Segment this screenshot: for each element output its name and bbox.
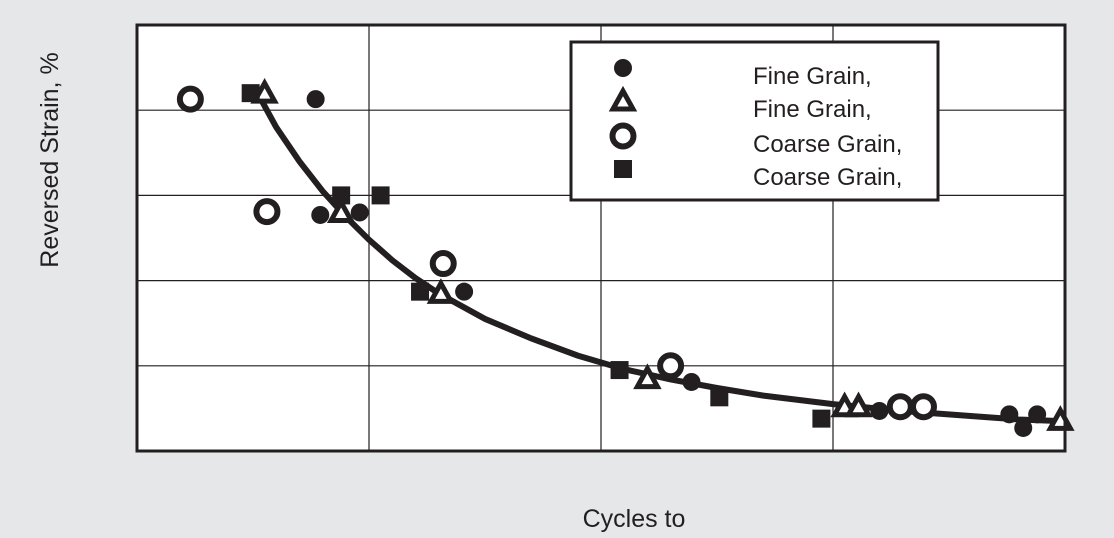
x-axis-label: Cycles to (583, 505, 686, 533)
data-point-open-triangle (326, 197, 356, 223)
data-point-filled-circle (870, 401, 889, 420)
data-point-filled-circle (306, 90, 325, 109)
data-point-filled-circle (350, 203, 369, 222)
data-point-filled-circle (682, 372, 701, 391)
legend-label: Fine Grain, (753, 96, 872, 123)
data-point-open-circle (176, 85, 204, 113)
data-point-filled-circle (311, 205, 330, 224)
legend-label: Coarse Grain, (753, 164, 902, 191)
legend-label: Coarse Grain, (753, 131, 902, 158)
data-point-open-triangle (633, 363, 662, 390)
data-point-filled-square (241, 84, 260, 103)
data-point-open-triangle (426, 278, 456, 304)
data-point-open-circle (429, 250, 457, 278)
y-axis-label: Reversed Strain, % (36, 52, 64, 267)
plot-frame (135, 23, 1067, 453)
legend-marker-open-triangle (608, 85, 638, 112)
data-point-filled-circle (1000, 405, 1019, 424)
legend-marker-filled-circle (614, 59, 632, 77)
data-point-open-triangle (844, 391, 873, 418)
legend-label: Fine Grain, (753, 63, 872, 90)
data-point-open-circle (886, 393, 914, 421)
data-point-filled-square (371, 186, 390, 205)
data-point-filled-square (710, 388, 729, 407)
data-point-filled-square (332, 186, 351, 205)
legend: Fine Grain, Fine Grain, Coarse Grain, Coars… (569, 40, 940, 202)
data-point-filled-circle (455, 282, 474, 301)
data-point-filled-square (610, 361, 629, 380)
data-point-open-circle (657, 352, 685, 380)
data-point-open-circle (909, 393, 937, 421)
data-point-filled-circle (1014, 418, 1033, 437)
data-point-filled-square (812, 409, 831, 428)
data-point-filled-square (411, 282, 430, 301)
data-point-filled-circle (1028, 405, 1047, 424)
legend-box (569, 40, 940, 202)
legend-marker-filled-square (614, 160, 632, 178)
data-point-open-circle (253, 198, 281, 226)
legend-marker-open-circle (609, 122, 637, 150)
